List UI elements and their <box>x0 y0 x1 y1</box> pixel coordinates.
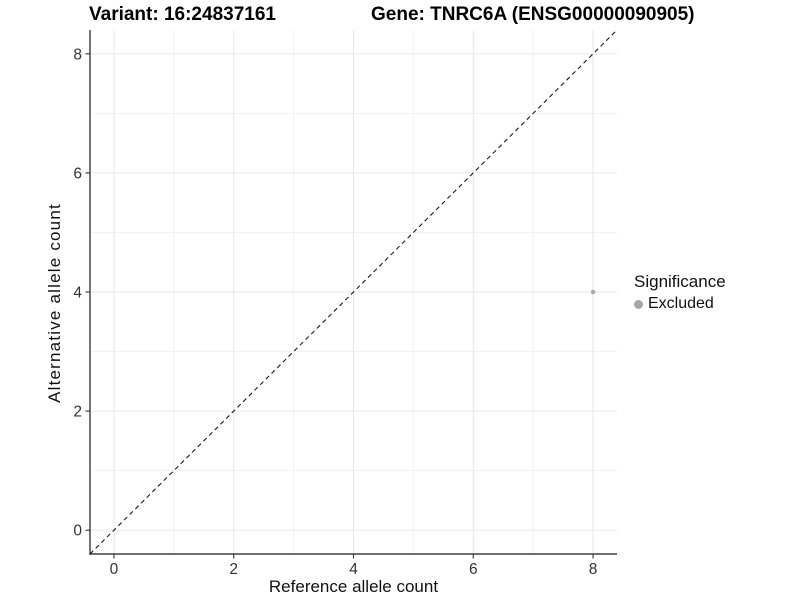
legend-item-label: Excluded <box>648 295 714 312</box>
legend: Significance Excluded <box>634 272 726 313</box>
y-tick-label: 0 <box>73 523 82 540</box>
excluded-point-icon <box>634 299 643 309</box>
x-tick-label: 2 <box>229 561 238 578</box>
y-tick-label: 2 <box>73 404 82 421</box>
x-axis-title: Reference allele count <box>268 577 439 596</box>
x-tick-label: 4 <box>349 561 358 578</box>
data-point-excluded <box>590 289 596 295</box>
y-tick-label: 4 <box>73 285 82 302</box>
x-tick-label: 0 <box>110 561 119 578</box>
legend-title: Significance <box>634 272 726 291</box>
variant-title: Variant: 16:24837161 <box>89 4 276 25</box>
y-tick-label: 6 <box>73 165 82 182</box>
y-tick-label: 8 <box>73 46 82 63</box>
legend-item-excluded: Excluded <box>634 295 726 313</box>
x-tick-label: 8 <box>589 561 598 578</box>
x-tick-label: 6 <box>469 561 478 578</box>
identity-line <box>89 29 618 555</box>
y-axis-title: Alternative allele count <box>45 203 64 403</box>
gene-title: Gene: TNRC6A (ENSG00000090905) <box>371 4 695 25</box>
